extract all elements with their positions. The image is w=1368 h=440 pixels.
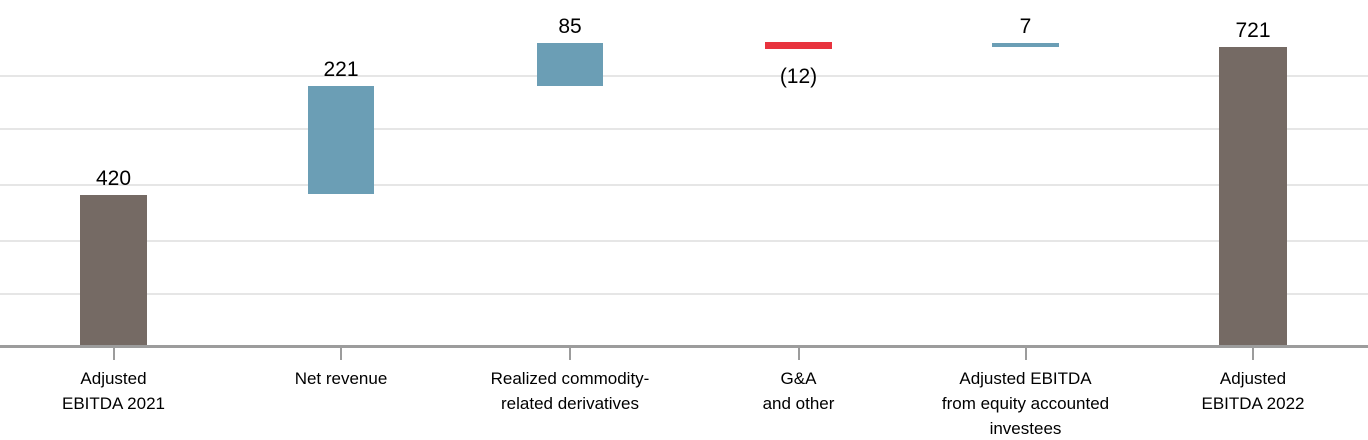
value-label-net-revenue: 221	[323, 58, 359, 81]
value-label-adjusted-ebitda-from-equity-accounted-investees: 7	[1019, 15, 1032, 38]
category-label-line: investees	[989, 419, 1062, 438]
category-label-realized-commodity-related-derivatives: Realized commodity-related derivatives	[456, 366, 684, 416]
gridline-0	[0, 75, 1368, 77]
category-label-g-a-and-other: G&A and other	[685, 366, 913, 416]
axis-tick-g-a-and-other	[797, 347, 800, 360]
bar-g-a-and-other	[765, 42, 832, 49]
bar-net-revenue	[308, 86, 374, 194]
category-label-line: Adjusted	[80, 369, 147, 388]
gridline-2	[0, 184, 1368, 186]
category-label-line: G&A	[780, 369, 817, 388]
category-label-line: from equity accounted	[941, 394, 1110, 413]
category-label-line: related derivatives	[501, 394, 639, 413]
category-label-net-revenue: Net revenue	[227, 366, 455, 391]
axis-tick-adjusted-ebitda-from-equity-accounted-investees	[1024, 347, 1027, 360]
category-label-line: EBITDA 2021	[61, 394, 165, 413]
bar-adjusted-ebitda-2022	[1219, 47, 1287, 347]
category-label-line: Adjusted	[1219, 369, 1287, 388]
axis-tick-adjusted-ebitda-2021	[112, 347, 115, 360]
category-label-line: Realized commodity-	[490, 369, 650, 388]
category-label-line: EBITDA 2022	[1201, 394, 1305, 413]
axis-tick-adjusted-ebitda-2022	[1252, 347, 1254, 360]
category-label-line: Adjusted EBITDA	[959, 369, 1092, 388]
category-label-adjusted-ebitda-2022: Adjusted EBITDA 2022	[1139, 366, 1367, 416]
value-label-g-a-and-other: (12)	[779, 65, 818, 88]
gridline-3	[0, 240, 1368, 242]
x-axis-line	[0, 345, 1368, 348]
category-label-line: Net revenue	[294, 369, 388, 388]
value-label-adjusted-ebitda-2021: 420	[95, 167, 132, 190]
category-label-line: and other	[762, 394, 835, 413]
bar-adjusted-ebitda-from-equity-accounted-investees	[992, 43, 1059, 47]
bar-adjusted-ebitda-2021	[80, 195, 147, 347]
category-label-adjusted-ebitda-from-equity-accounted-investees: Adjusted EBITDA from equity accounted inve…	[912, 366, 1140, 440]
axis-tick-realized-commodity-related-derivatives	[569, 347, 571, 360]
gridline-1	[0, 128, 1368, 130]
gridline-4	[0, 293, 1368, 295]
axis-tick-net-revenue	[340, 347, 342, 360]
value-label-adjusted-ebitda-2022: 721	[1235, 19, 1271, 42]
value-label-realized-commodity-related-derivatives: 85	[558, 15, 582, 38]
bar-realized-commodity-related-derivatives	[537, 43, 603, 86]
category-label-adjusted-ebitda-2021: Adjusted EBITDA 2021	[0, 366, 228, 416]
